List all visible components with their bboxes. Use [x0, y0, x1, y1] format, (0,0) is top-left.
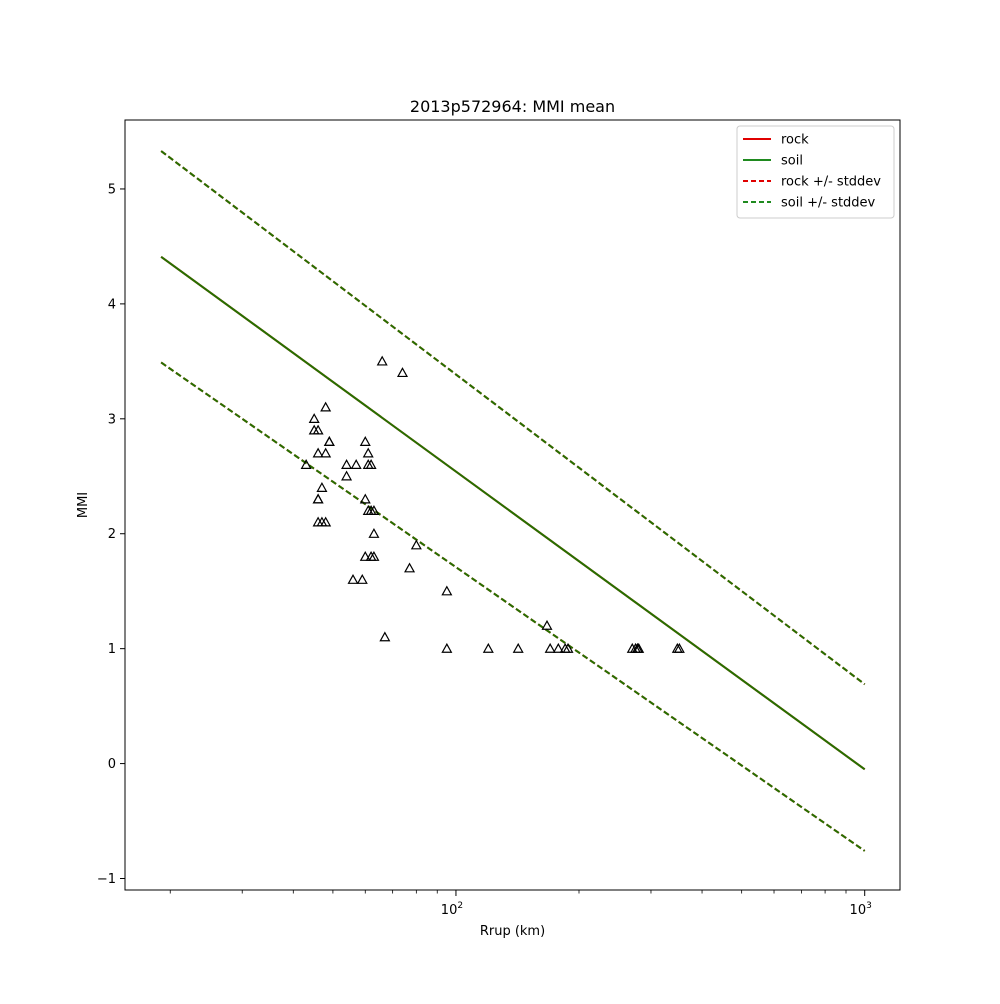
data-point	[633, 642, 645, 653]
data-point	[541, 619, 553, 630]
legend-entry-label: rock	[781, 133, 809, 148]
series-line-1	[160, 255, 866, 771]
data-point	[441, 642, 453, 653]
data-point	[368, 527, 380, 538]
data-point	[316, 482, 328, 492]
data-point	[362, 447, 374, 458]
data-point	[410, 539, 422, 550]
data-point	[379, 631, 391, 642]
data-point	[308, 413, 320, 424]
data-point	[359, 436, 371, 446]
legend: rock soil rock +/- stddev soil +/- stddev	[736, 125, 895, 219]
data-point	[673, 642, 685, 653]
data-point	[356, 573, 368, 584]
y-tick-label: 4	[108, 297, 116, 312]
data-point	[404, 562, 416, 573]
data-point	[552, 642, 564, 653]
data-point	[312, 447, 324, 458]
y-tick-label: −1	[97, 872, 116, 887]
x-axis-label: Rrup (km)	[480, 924, 545, 939]
data-point	[482, 642, 494, 653]
x-tick-label: 103	[850, 901, 872, 918]
y-tick-label: 1	[108, 642, 116, 657]
data-point	[362, 505, 374, 515]
data-point	[300, 459, 312, 469]
data-point	[320, 516, 332, 527]
data-point	[365, 550, 377, 561]
data-point	[350, 459, 362, 469]
data-point	[365, 459, 377, 469]
data-point	[320, 401, 332, 412]
data-point	[341, 459, 353, 469]
axis-ticks: −1 0 1 2 3 4 5 102 103	[97, 182, 872, 918]
y-tick-label: 3	[108, 412, 116, 427]
data-point	[359, 493, 371, 504]
data-point	[341, 470, 353, 481]
series-line-stddev-5	[160, 361, 866, 852]
legend-box	[736, 125, 895, 219]
data-point	[323, 436, 335, 446]
data-point	[312, 516, 324, 527]
data-point	[312, 424, 324, 435]
y-tick-label: 0	[108, 757, 116, 772]
data-point	[359, 550, 371, 561]
chart-title: 2013p572964: MMI mean	[410, 97, 615, 116]
plot-area	[160, 150, 866, 852]
y-tick-label: 2	[108, 527, 116, 542]
x-tick-label: 102	[441, 901, 463, 918]
data-point	[544, 642, 556, 653]
data-point	[512, 642, 524, 653]
legend-entry-label: rock +/- stddev	[781, 175, 881, 190]
data-point	[441, 585, 453, 596]
series-line-stddev-4	[160, 150, 866, 686]
y-tick-label: 5	[108, 182, 116, 197]
legend-entry-label: soil	[781, 154, 803, 169]
data-point	[562, 642, 574, 653]
data-point	[376, 355, 388, 366]
y-axis-label: MMI	[76, 492, 91, 518]
data-point	[320, 447, 332, 458]
legend-entry-label: soil +/- stddev	[781, 196, 876, 211]
data-point	[347, 573, 359, 584]
data-point	[312, 493, 324, 504]
plot-frame	[124, 119, 901, 891]
data-point	[396, 367, 409, 378]
